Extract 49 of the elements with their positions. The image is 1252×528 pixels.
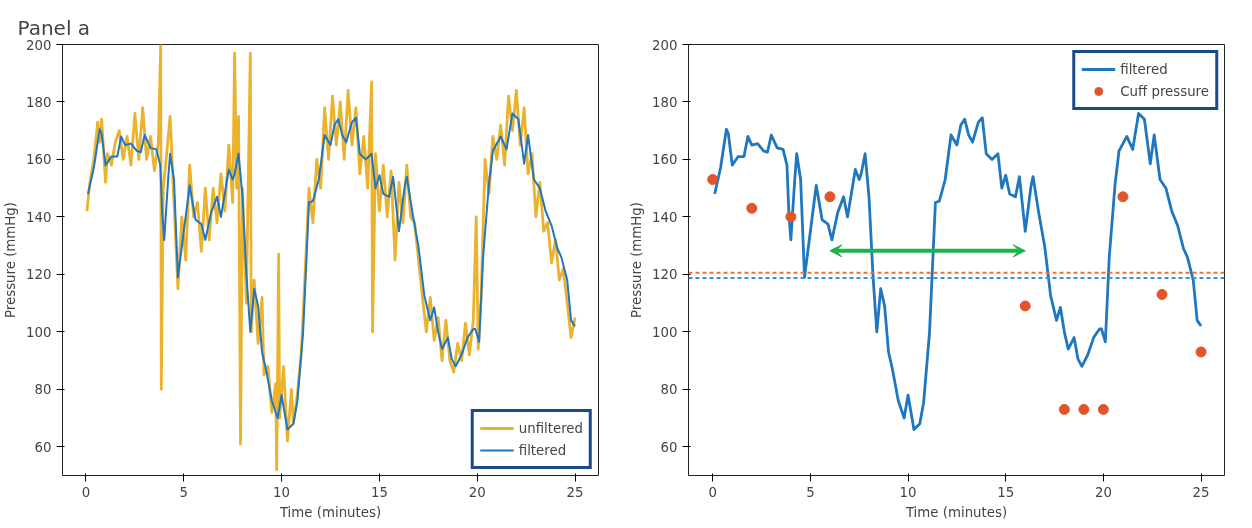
- x-axis-title: Time (minutes): [904, 504, 1008, 520]
- point: [1078, 403, 1090, 415]
- point: [707, 174, 719, 186]
- point: [746, 202, 758, 214]
- y-tick-label: 160: [26, 152, 52, 168]
- legend-label: unfiltered: [518, 420, 583, 436]
- point: [1195, 346, 1207, 358]
- y-tick-label: 160: [652, 152, 678, 168]
- x-tick-label: 0: [708, 484, 717, 500]
- y-tick-label: 200: [26, 37, 52, 53]
- y-tick-label: 80: [34, 382, 52, 398]
- y-tick-label: 80: [660, 382, 678, 398]
- chart-title: Panel a: [17, 15, 91, 40]
- y-tick-label: 60: [34, 439, 52, 455]
- y-tick-label: 140: [26, 209, 52, 225]
- x-tick-label: 10: [899, 484, 917, 500]
- y-axis-title: Pressure (mmHg): [629, 202, 645, 318]
- point: [1097, 403, 1109, 415]
- x-tick-label: 5: [806, 484, 815, 500]
- point: [1156, 288, 1168, 300]
- x-tick-label: 20: [1094, 484, 1112, 500]
- y-tick-label: 120: [652, 267, 678, 283]
- x-tick-label: 25: [1192, 484, 1210, 500]
- y-tick-label: 100: [26, 324, 52, 340]
- point: [1019, 300, 1031, 312]
- y-tick-label: 180: [652, 94, 678, 110]
- legend-label: Cuff pressure: [1120, 83, 1209, 99]
- x-tick-label: 10: [273, 484, 291, 500]
- x-axis-title: Time (minutes): [278, 504, 382, 520]
- x-tick-label: 25: [566, 484, 584, 500]
- y-tick-label: 60: [660, 439, 678, 455]
- point: [824, 191, 836, 203]
- x-tick-label: 15: [370, 484, 388, 500]
- point: [785, 211, 797, 223]
- y-tick-label: 140: [652, 209, 678, 225]
- y-tick-label: 120: [26, 267, 52, 283]
- y-tick-label: 200: [652, 37, 678, 53]
- point: [1058, 403, 1070, 415]
- y-tick-label: 100: [652, 324, 678, 340]
- legend-label: filtered: [518, 442, 567, 458]
- point: [1117, 191, 1129, 203]
- x-tick-label: 0: [81, 484, 91, 500]
- y-axis-title: Pressure (mmHg): [3, 202, 19, 318]
- x-tick-label: 20: [468, 484, 486, 500]
- x-tick-label: 15: [997, 484, 1015, 500]
- x-tick-label: 5: [179, 484, 189, 500]
- legend-label: filtered: [1120, 61, 1168, 77]
- line-series: [713, 112, 1203, 431]
- y-tick-label: 180: [26, 94, 52, 110]
